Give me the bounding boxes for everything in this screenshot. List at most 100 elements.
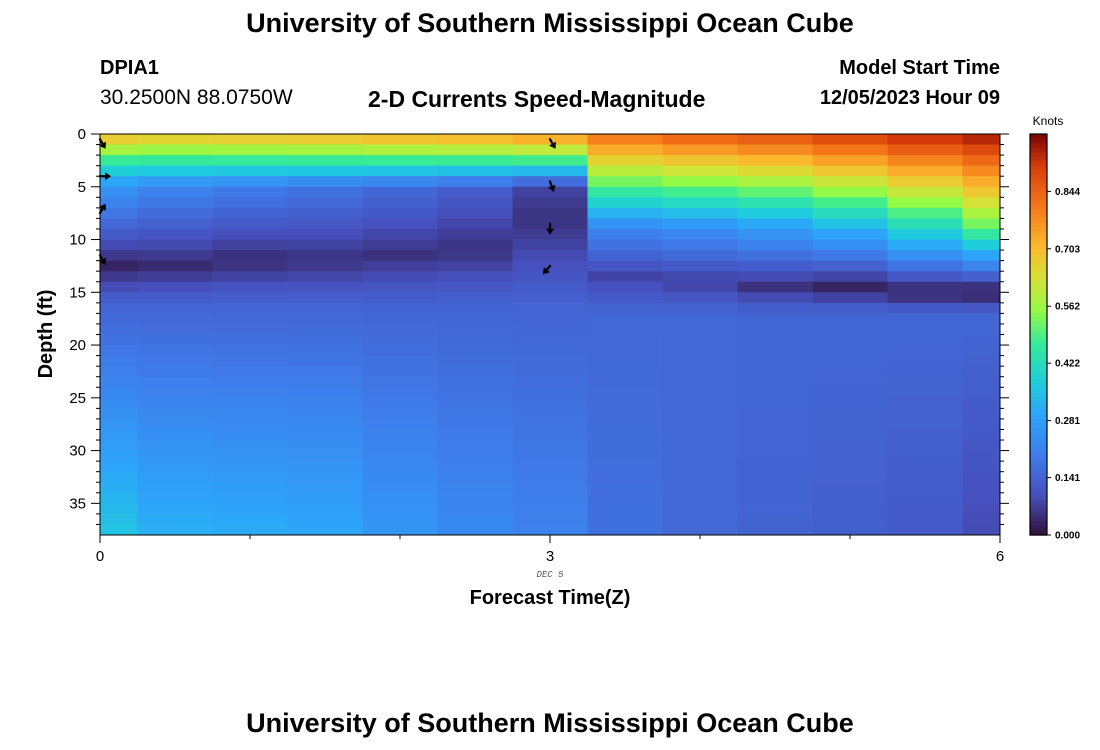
heatmap-cell	[287, 186, 363, 198]
heatmap-cell	[287, 397, 363, 409]
colorbar-segment	[1030, 499, 1047, 505]
colorbar-segment	[1030, 142, 1047, 148]
heatmap-cell	[962, 239, 1001, 251]
heatmap-cell	[962, 323, 1001, 335]
heatmap-cell	[512, 450, 588, 462]
colorbar-segment	[1030, 272, 1047, 278]
heatmap-cell	[737, 144, 813, 156]
heatmap-cell	[887, 260, 963, 272]
heatmap-cell	[137, 313, 213, 325]
heatmap-cell	[962, 355, 1001, 367]
heatmap-cell	[287, 165, 363, 177]
heatmap-cell	[100, 450, 138, 462]
colorbar-segment	[1030, 414, 1047, 420]
heatmap-cell	[137, 228, 213, 241]
heatmap-cell	[100, 461, 138, 473]
heatmap-cell	[587, 239, 663, 251]
heatmap-cell	[662, 134, 738, 146]
heatmap-cell	[812, 524, 888, 536]
colorbar-segment	[1030, 441, 1047, 447]
heatmap-cell	[887, 418, 963, 430]
y-tick-label: 30	[69, 443, 86, 460]
heatmap-cell	[437, 197, 513, 209]
heatmap-cell	[887, 134, 963, 146]
heatmap-cell	[362, 513, 438, 525]
model-start-label: Model Start Time	[839, 57, 1000, 79]
heatmap-cell	[812, 144, 888, 156]
heatmap-cell	[287, 250, 363, 262]
heatmap-cell	[287, 366, 363, 378]
heatmap-cell	[362, 345, 438, 357]
heatmap-cell	[362, 440, 438, 452]
heatmap-cell	[587, 492, 663, 504]
colorbar-segment	[1030, 356, 1047, 362]
colorbar-segment	[1030, 521, 1047, 527]
colorbar-segment	[1030, 485, 1047, 492]
heatmap-cell	[100, 207, 138, 219]
colorbar-segment	[1030, 236, 1047, 242]
heatmap-cell	[512, 408, 588, 420]
colorbar-segment	[1030, 383, 1047, 389]
colorbar-segment	[1030, 330, 1047, 336]
heatmap-cell	[962, 513, 1001, 525]
colorbar-segment	[1030, 419, 1047, 425]
heatmap-cell	[962, 387, 1001, 399]
heatmap-cell	[812, 440, 888, 452]
colorbar-segment	[1030, 401, 1047, 407]
colorbar-segment	[1030, 347, 1047, 353]
heatmap-cell	[662, 250, 738, 262]
heatmap-cell	[437, 345, 513, 357]
heatmap-cell	[212, 144, 288, 156]
heatmap-cell	[212, 334, 288, 346]
heatmap-cell	[437, 334, 513, 346]
heatmap-cell	[362, 334, 438, 346]
heatmap-cell	[287, 376, 363, 388]
heatmap-cell	[887, 482, 963, 494]
heatmap-cell	[212, 471, 288, 483]
heatmap-cell	[587, 334, 663, 346]
heatmap-cell	[662, 524, 738, 536]
colorbar-segment	[1030, 352, 1047, 358]
heatmap-cell	[362, 355, 438, 367]
heatmap-cell	[137, 376, 213, 388]
heatmap-cell	[587, 155, 663, 167]
heatmap-cell	[662, 471, 738, 483]
heatmap-cell	[137, 482, 213, 494]
heatmap-cell	[362, 429, 438, 441]
heatmap-cell	[737, 186, 813, 198]
heatmap-cell	[662, 228, 738, 241]
heatmap-cell	[512, 503, 588, 515]
heatmap-cell	[887, 281, 963, 293]
heatmap-cell	[212, 429, 288, 441]
heatmap-cell	[437, 323, 513, 335]
heatmap-cell	[962, 418, 1001, 430]
heatmap-cell	[962, 155, 1001, 167]
heatmap-cell	[212, 492, 288, 504]
heatmap-cell	[437, 281, 513, 293]
heatmap-cell	[100, 503, 138, 515]
colorbar-segment	[1030, 205, 1047, 211]
heatmap-cell	[137, 281, 213, 293]
heatmap-cell	[587, 376, 663, 388]
heatmap-cell	[737, 134, 813, 146]
heatmap-cell	[512, 313, 588, 325]
heatmap-cell	[812, 471, 888, 483]
heatmap-cell	[437, 165, 513, 177]
heatmap-cell	[137, 134, 213, 146]
heatmap-cell	[287, 482, 363, 494]
heatmap-cell	[662, 218, 738, 230]
heatmap-cell	[812, 281, 888, 293]
heatmap-cell	[887, 334, 963, 346]
heatmap-cell	[100, 239, 138, 251]
heatmap-cell	[512, 461, 588, 473]
heatmap-cell	[962, 313, 1001, 325]
heatmap-cell	[737, 461, 813, 473]
heatmap-cell	[812, 165, 888, 177]
heatmap-cell	[737, 250, 813, 262]
heatmap-cell	[962, 461, 1001, 473]
colorbar-segment	[1030, 209, 1047, 215]
heatmap-cell	[662, 366, 738, 378]
heatmap-cell	[212, 302, 288, 314]
heatmap-cell	[437, 260, 513, 272]
heatmap-cell	[737, 155, 813, 167]
